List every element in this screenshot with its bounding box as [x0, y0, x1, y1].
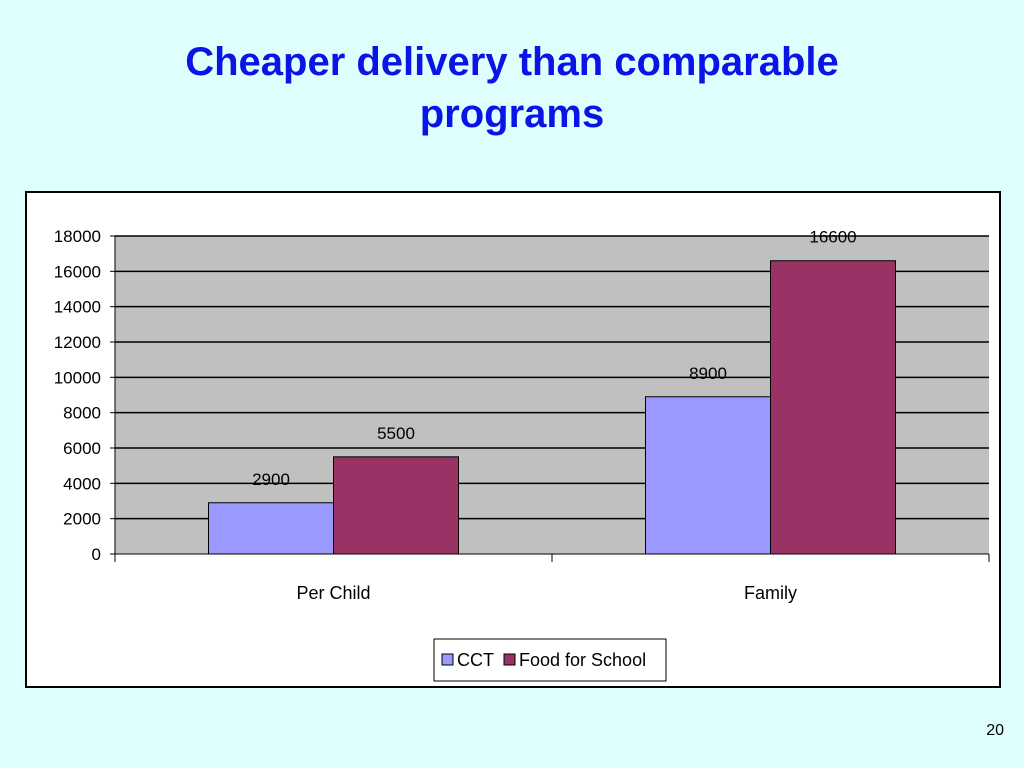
y-tick-label: 12000 — [54, 333, 101, 352]
bar-cct — [208, 502, 334, 555]
legend-box — [433, 638, 667, 682]
slide-title-line-2: programs — [419, 92, 605, 136]
chart-frame: 0 2000 4000 6000 8000 10000 12000 14000 16000 180… — [25, 191, 1001, 688]
bar-chart: 0 2000 4000 6000 8000 10000 12000 14000 16000 180… — [54, 227, 990, 682]
data-label: 2900 — [252, 470, 290, 489]
bar-food-for-school — [770, 260, 896, 555]
data-label: 16600 — [809, 228, 856, 247]
bar-cct — [645, 396, 771, 555]
y-tick-label: 14000 — [54, 298, 101, 317]
legend-label: Food for School — [519, 650, 646, 670]
page-number: 20 — [986, 722, 1004, 739]
y-tick-label: 0 — [92, 545, 101, 564]
y-tick-label: 6000 — [63, 439, 101, 458]
legend-label: CCT — [457, 650, 494, 670]
y-tick-label: 8000 — [63, 404, 101, 423]
slide-title-line-1: Cheaper delivery than comparable — [185, 40, 839, 84]
y-tick-label: 16000 — [54, 262, 101, 281]
legend-swatch — [441, 653, 454, 666]
data-label: 5500 — [377, 424, 415, 443]
y-tick-label: 18000 — [54, 227, 101, 246]
slide-title: Cheaper delivery than comparable program… — [0, 36, 1024, 140]
y-tick-label: 4000 — [63, 474, 101, 493]
y-tick-label: 2000 — [63, 510, 101, 529]
x-category-label: Per Child — [296, 583, 370, 603]
data-label: 8900 — [689, 364, 727, 383]
x-category-label: Family — [744, 583, 797, 603]
legend-swatch — [503, 653, 516, 666]
y-tick-label: 10000 — [54, 368, 101, 387]
bar-food-for-school — [333, 456, 459, 555]
